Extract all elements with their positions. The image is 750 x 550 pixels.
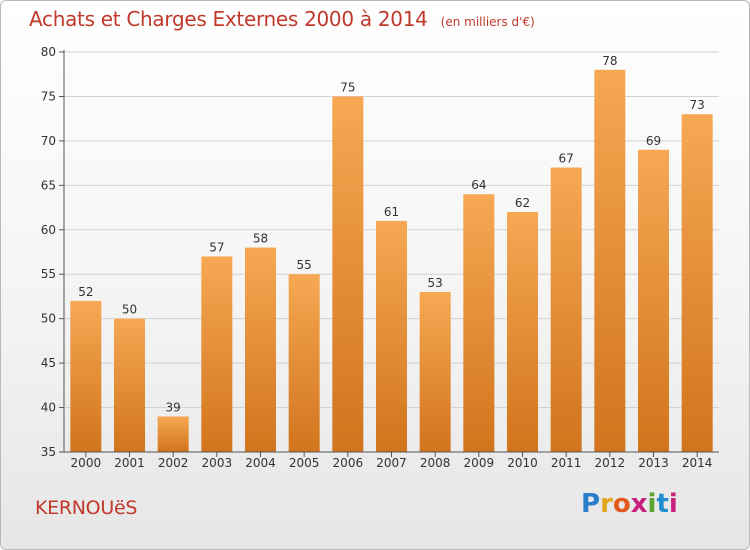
value-label-2002: 39 — [166, 400, 181, 414]
bar-2014 — [681, 114, 713, 452]
bar-2002 — [157, 416, 189, 452]
logo-letter: P — [581, 489, 601, 519]
x-tick-label-2009: 2009 — [464, 456, 495, 470]
y-tick-label: 40 — [41, 401, 56, 415]
value-label-2012: 78 — [602, 54, 617, 68]
x-tick-label-2004: 2004 — [245, 456, 276, 470]
value-label-2013: 69 — [646, 134, 661, 148]
logo-letter: i — [647, 489, 657, 519]
x-tick-label-2003: 2003 — [202, 456, 233, 470]
labels: 35 40 45 50 55 60 65 70 75 80 52 2000 50 2001 39 2002 57… — [41, 45, 713, 470]
x-tick-label-2010: 2010 — [507, 456, 538, 470]
value-label-2005: 55 — [297, 258, 312, 272]
x-tick-label-2008: 2008 — [420, 456, 451, 470]
logo-letter: t — [656, 489, 669, 519]
bar-2004 — [245, 247, 276, 452]
bar-2000 — [70, 300, 102, 452]
x-tick-label-2005: 2005 — [289, 456, 320, 470]
value-label-2007: 61 — [384, 205, 399, 219]
value-label-2009: 64 — [471, 178, 486, 192]
bar-2005 — [288, 274, 320, 452]
logo-letter: x — [630, 489, 648, 519]
value-label-2010: 62 — [515, 196, 530, 210]
bar-2007 — [376, 220, 407, 452]
bar-2010 — [507, 212, 538, 452]
bar-2009 — [463, 194, 495, 452]
axes — [59, 50, 719, 457]
y-tick-label: 50 — [41, 312, 56, 326]
bar-2013 — [638, 149, 669, 452]
bar-2001 — [114, 318, 145, 452]
bars — [70, 69, 713, 453]
value-label-2003: 57 — [209, 240, 224, 254]
x-tick-label-2011: 2011 — [551, 456, 582, 470]
x-tick-label-2013: 2013 — [638, 456, 669, 470]
x-tick-label-2014: 2014 — [682, 456, 713, 470]
value-label-2014: 73 — [690, 98, 705, 112]
x-tick-label-2007: 2007 — [376, 456, 407, 470]
y-tick-label: 70 — [41, 134, 56, 148]
value-label-2001: 50 — [122, 303, 137, 317]
y-tick-label: 55 — [41, 267, 56, 281]
proxiti-logo: Proxiti — [581, 489, 678, 519]
value-label-2004: 58 — [253, 232, 268, 246]
x-tick-label-2002: 2002 — [158, 456, 189, 470]
chart-title: Achats et Charges Externes 2000 à 2014 — [29, 7, 428, 31]
y-tick-label: 60 — [41, 223, 56, 237]
commune-name: KERNOUëS — [35, 497, 138, 519]
x-tick-label-2012: 2012 — [595, 456, 626, 470]
bar-2008 — [419, 292, 451, 452]
logo-letter: o — [612, 489, 631, 519]
logo-letter: i — [668, 489, 678, 519]
x-tick-label-2000: 2000 — [71, 456, 102, 470]
y-tick-label: 65 — [41, 178, 56, 192]
x-tick-label-2006: 2006 — [333, 456, 364, 470]
logo-letter: r — [600, 489, 613, 519]
y-tick-label: 35 — [41, 445, 56, 459]
bar-2006 — [332, 96, 364, 452]
value-label-2006: 75 — [340, 80, 355, 94]
y-tick-label: 80 — [41, 45, 56, 59]
value-label-2011: 67 — [559, 152, 574, 166]
bar-2012 — [594, 69, 626, 453]
title-row: Achats et Charges Externes 2000 à 2014 (… — [29, 7, 535, 31]
unit-note: (en milliers d'€) — [440, 15, 535, 29]
value-label-2008: 53 — [428, 276, 443, 290]
bar-2011 — [550, 167, 582, 453]
value-label-2000: 52 — [78, 285, 93, 299]
bar-2003 — [201, 256, 233, 452]
y-tick-label: 45 — [41, 356, 56, 370]
y-tick-label: 75 — [41, 89, 56, 103]
x-tick-label-2001: 2001 — [114, 456, 145, 470]
